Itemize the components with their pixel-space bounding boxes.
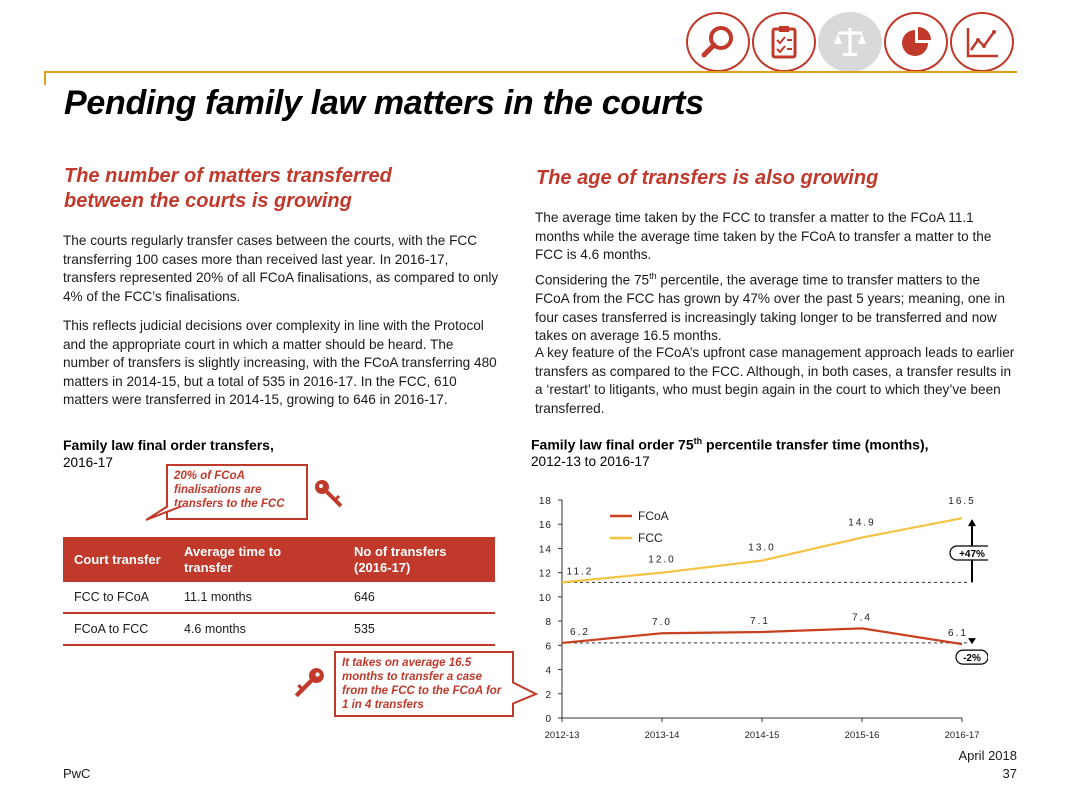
header-rule xyxy=(44,71,1017,73)
top-nav-icons xyxy=(686,12,1014,72)
left-paragraph-1: The courts regularly transfer cases betw… xyxy=(63,233,499,304)
data-label: 12.0 xyxy=(648,555,675,566)
data-label: 6.2 xyxy=(570,627,590,638)
legend-label: FCoA xyxy=(638,509,669,523)
table-header-cell: No of transfers (2016-17) xyxy=(343,537,495,582)
key-icon xyxy=(315,480,343,508)
y-tick-label: 4 xyxy=(545,666,552,677)
table-row: FCC to FCoA 11.1 months 646 xyxy=(63,582,495,614)
y-tick-label: 6 xyxy=(545,641,552,652)
decline-arrowhead xyxy=(968,638,976,645)
right-paragraph-1: The average time taken by the FCC to tra… xyxy=(535,210,992,262)
data-label: 16.5 xyxy=(948,496,975,507)
y-tick-label: 12 xyxy=(539,569,552,580)
scales-icon[interactable] xyxy=(818,12,882,72)
data-label: 11.2 xyxy=(567,566,594,577)
callout-transfer-time: It takes on average 16.5 months to trans… xyxy=(334,651,514,717)
annotation-label: -2% xyxy=(963,653,981,664)
chart-period: 2012-13 to 2016-17 xyxy=(531,454,650,469)
table-row: FCoA to FCC 4.6 months 535 xyxy=(63,613,495,646)
data-label: 7.1 xyxy=(750,616,770,627)
callout-transfer-time-tail xyxy=(512,682,539,705)
x-tick-label: 2014-15 xyxy=(745,730,780,741)
table-title: Family law final order transfers, xyxy=(63,437,274,453)
y-tick-label: 10 xyxy=(539,593,552,604)
annotation-badge xyxy=(955,649,988,665)
x-tick-label: 2012-13 xyxy=(545,730,580,741)
right-paragraph-3: A key feature of the FCoA’s upfront case… xyxy=(535,345,1015,416)
footer-date: April 2018 xyxy=(958,748,1017,763)
callout-finalisations-text: 20% of FCoA finalisations are transfers … xyxy=(174,470,285,510)
left-paragraph-2: This reflects judicial decisions over co… xyxy=(63,318,497,407)
header-rule-tick xyxy=(44,71,46,85)
table-cell: 646 xyxy=(343,582,495,614)
data-label: 7.0 xyxy=(652,617,672,628)
annotation-label: +47% xyxy=(959,549,985,560)
y-tick-label: 14 xyxy=(539,544,552,555)
y-tick-label: 18 xyxy=(539,496,552,507)
line-chart-icon[interactable] xyxy=(950,12,1014,72)
transfer-time-chart: 0 2 4 6 8 10 12 14 16 18 2012-13 2013-14 2014-15 2015… xyxy=(539,496,988,741)
table-header-row: Court transfer Average time to transfer … xyxy=(63,537,495,582)
y-tick-label: 0 xyxy=(545,714,552,725)
right-paragraph-2: Considering the 75th percentile, the ave… xyxy=(535,271,1005,344)
page-title: Pending family law matters in the courts xyxy=(64,84,704,122)
search-icon[interactable] xyxy=(686,12,750,72)
table-cell: 11.1 months xyxy=(173,582,343,614)
transfer-table: Court transfer Average time to transfer … xyxy=(63,537,495,646)
footer-brand: PwC xyxy=(63,766,91,781)
table-period: 2016-17 xyxy=(63,455,113,470)
table-header-cell: Average time to transfer xyxy=(173,537,343,582)
callout-transfer-time-text: It takes on average 16.5 months to trans… xyxy=(342,657,502,711)
table-cell: FCC to FCoA xyxy=(63,582,173,614)
series-line-fcc xyxy=(561,517,963,584)
data-label: 13.0 xyxy=(748,543,775,554)
clipboard-icon[interactable] xyxy=(752,12,816,72)
data-label: 6.1 xyxy=(948,628,968,639)
chart-title: Family law final order 75th percentile t… xyxy=(531,436,929,453)
series-line-fcoa xyxy=(561,627,963,646)
left-heading: The number of matters transferred betwee… xyxy=(64,164,494,214)
y-tick-label: 16 xyxy=(539,520,552,531)
annotation-badge xyxy=(949,545,988,561)
page-number: 37 xyxy=(1002,766,1017,781)
key-icon xyxy=(294,668,324,698)
data-label: 7.4 xyxy=(852,612,872,623)
table-header-cell: Court transfer xyxy=(63,537,173,582)
table-cell: 4.6 months xyxy=(173,613,343,646)
left-heading-line1: The number of matters transferred xyxy=(64,165,392,187)
pie-chart-icon[interactable] xyxy=(884,12,948,72)
legend-label: FCC xyxy=(638,531,663,545)
table-cell: FCoA to FCC xyxy=(63,613,173,646)
left-heading-line2: between the courts is growing xyxy=(64,190,352,212)
x-tick-label: 2016-17 xyxy=(945,730,980,741)
right-heading: The age of transfers is also growing xyxy=(536,167,879,189)
y-tick-label: 8 xyxy=(545,617,552,628)
growth-arrowhead xyxy=(968,519,976,527)
y-tick-label: 2 xyxy=(545,690,552,701)
x-tick-label: 2015-16 xyxy=(845,730,880,741)
data-label: 14.9 xyxy=(848,518,875,529)
x-tick-label: 2013-14 xyxy=(645,730,680,741)
callout-finalisations: 20% of FCoA finalisations are transfers … xyxy=(166,464,308,520)
table-cell: 535 xyxy=(343,613,495,646)
callout-finalisations-tail xyxy=(146,506,183,521)
